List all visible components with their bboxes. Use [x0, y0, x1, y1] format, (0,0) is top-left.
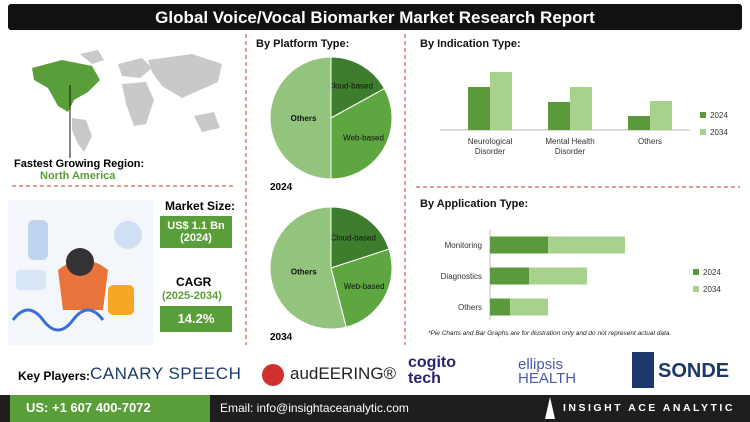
pie-slice	[330, 87, 393, 180]
legend-swatch	[700, 129, 706, 135]
legend-label: 2024	[710, 111, 728, 120]
x-tick-label: Mental Health Disorder	[545, 137, 595, 156]
cagr-period: (2025-2034)	[162, 290, 222, 302]
legend-label: 2034	[710, 128, 728, 137]
player: audEERING®	[290, 364, 397, 383]
market-size-label: Market Size:	[165, 199, 236, 213]
brand-icon	[545, 397, 555, 419]
bar	[548, 102, 570, 130]
player: CANARY SPEECH	[90, 364, 242, 383]
chart-title: By Platform Type:	[256, 38, 350, 50]
legend-swatch	[700, 112, 706, 118]
bar	[548, 236, 625, 254]
world-map	[32, 50, 222, 158]
bar	[628, 116, 650, 130]
bar	[490, 298, 510, 316]
slice-label: Cloud-based	[331, 233, 376, 242]
chart-title: By Indication Type:	[420, 38, 521, 50]
email: Email: info@insightaceanalytic.com	[220, 401, 409, 415]
legend-swatch	[693, 286, 699, 292]
market-size-box: US$ 1.1 Bn (2024)	[160, 216, 232, 248]
legend-label: 2024	[703, 268, 721, 277]
legend-swatch	[693, 269, 699, 275]
bar	[650, 101, 672, 130]
region-value: North America	[40, 170, 116, 182]
slice-label: Web-based	[343, 133, 384, 142]
phone-box	[10, 395, 210, 422]
player: cogito tech	[408, 354, 456, 387]
player: ellipsis HEALTH	[518, 356, 577, 387]
pie-year: 2034	[270, 332, 293, 343]
dividers	[12, 34, 740, 345]
slice-label: Others	[291, 267, 317, 276]
player: SONDE	[658, 360, 730, 382]
y-tick-label: Diagnostics	[441, 272, 482, 281]
phone: US: +1 607 400-7072	[26, 400, 151, 415]
bar-plot: 2024 2034	[440, 72, 728, 137]
pie-slice	[330, 56, 386, 119]
legend-label: 2034	[703, 285, 721, 294]
slice-label: Cloud-based	[328, 81, 373, 90]
pie-year: 2024	[270, 182, 293, 193]
bar	[490, 72, 512, 130]
hbar-chart: Monitoring Diagnostics Others 2024 2034	[441, 230, 721, 320]
bar	[570, 87, 592, 130]
region-label: Fastest Growing Region:	[14, 158, 145, 170]
brand: INSIGHT ACE ANALYTIC	[563, 402, 735, 414]
chart-title: By Application Type:	[420, 198, 529, 210]
slice-label: Others	[291, 114, 317, 123]
pie-chart: Cloud-based Web-based Others 2034	[269, 206, 393, 343]
illustration	[8, 200, 153, 345]
bar	[510, 298, 548, 316]
title-bar	[8, 4, 742, 30]
cagr-label: CAGR	[176, 275, 212, 289]
bar	[529, 267, 587, 285]
x-tick-label: Neurological Disorder	[467, 137, 513, 156]
market-size-value: US$ 1.1 Bn	[167, 220, 225, 232]
y-tick-label: Others	[458, 303, 482, 312]
pie-slice	[330, 206, 390, 269]
player-icon	[262, 364, 284, 386]
key-players-label: Key Players:	[18, 369, 91, 383]
note: *Pie Charts and Bar Graphs are for illus…	[428, 330, 672, 337]
slice-label: Web-based	[344, 282, 385, 291]
bar-chart: 2024 2034 Neurological Disorder Mental Hea…	[415, 50, 745, 180]
pie-slice	[269, 206, 347, 330]
market-size-year: (2024)	[180, 232, 212, 244]
pie-chart: Cloud-based Web-based Others 2024	[269, 56, 393, 193]
pie-slice	[330, 248, 393, 328]
bar	[490, 236, 548, 254]
bar	[468, 87, 490, 130]
bar	[490, 267, 529, 285]
cagr-value: 14.2%	[160, 306, 232, 332]
y-tick-label: Monitoring	[445, 241, 482, 250]
x-tick-label: Others	[637, 137, 662, 146]
pie-slice	[269, 56, 332, 180]
title: Global Voice/Vocal Biomarker Market Rese…	[155, 8, 595, 27]
player-icon	[632, 352, 654, 388]
